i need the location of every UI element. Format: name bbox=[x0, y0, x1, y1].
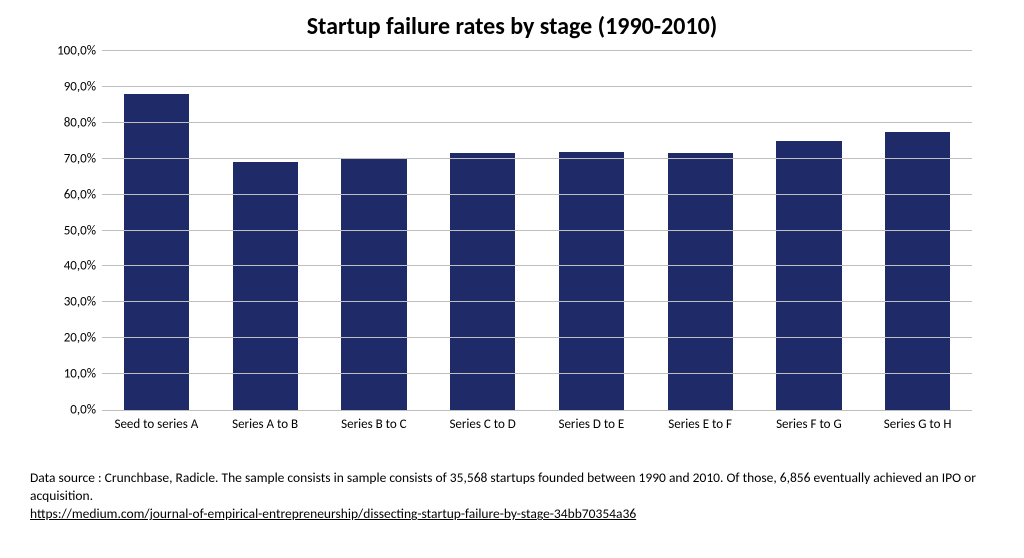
gridline bbox=[102, 50, 972, 51]
y-tick-label: 50,0% bbox=[64, 223, 102, 238]
gridline bbox=[102, 122, 972, 123]
bar-slot bbox=[755, 51, 864, 410]
chart-title: Startup failure rates by stage (1990-201… bbox=[30, 12, 994, 41]
bar-slot bbox=[537, 51, 646, 410]
bar bbox=[559, 152, 624, 410]
bar-slot bbox=[428, 51, 537, 410]
gridline bbox=[102, 337, 972, 338]
plot-region: 0,0%10,0%20,0%30,0%40,0%50,0%60,0%70,0%8… bbox=[102, 51, 972, 411]
y-tick-label: 30,0% bbox=[64, 295, 102, 310]
footer-source-link[interactable]: https://medium.com/journal-of-empirical-… bbox=[30, 505, 636, 522]
y-tick-label: 60,0% bbox=[64, 187, 102, 202]
y-tick-label: 80,0% bbox=[64, 115, 102, 130]
bar-slot bbox=[320, 51, 429, 410]
gridline bbox=[102, 265, 972, 266]
x-tick-label: Series A to B bbox=[211, 411, 320, 451]
chart-footer: Data source : Crunchbase, Radicle. The s… bbox=[30, 469, 994, 524]
x-tick-label: Series F to G bbox=[755, 411, 864, 451]
x-tick-label: Series D to E bbox=[537, 411, 646, 451]
bar-slot bbox=[211, 51, 320, 410]
x-tick-label: Series G to H bbox=[863, 411, 972, 451]
x-tick-label: Series B to C bbox=[320, 411, 429, 451]
footer-text: Data source : Crunchbase, Radicle. The s… bbox=[30, 469, 976, 504]
y-tick-label: 90,0% bbox=[64, 79, 102, 94]
bar bbox=[450, 153, 515, 410]
y-tick-label: 0,0% bbox=[70, 403, 102, 418]
gridline bbox=[102, 301, 972, 302]
gridline bbox=[102, 373, 972, 374]
y-tick-label: 100,0% bbox=[57, 44, 102, 59]
bar-slot bbox=[102, 51, 211, 410]
bar bbox=[668, 153, 733, 410]
y-tick-label: 10,0% bbox=[64, 367, 102, 382]
bars-group bbox=[102, 51, 972, 410]
chart-container: Startup failure rates by stage (1990-201… bbox=[0, 0, 1024, 558]
y-tick-label: 70,0% bbox=[64, 151, 102, 166]
y-tick-label: 20,0% bbox=[64, 331, 102, 346]
chart-area: 0,0% 10,0% 20,0% 30,0% 40,0% 50,0% 60,0% 70,0% 8… bbox=[42, 51, 982, 451]
x-tick-label: Series E to F bbox=[646, 411, 755, 451]
y-tick-label: 40,0% bbox=[64, 259, 102, 274]
x-tick-label: Seed to series A bbox=[102, 411, 211, 451]
gridline bbox=[102, 158, 972, 159]
bar bbox=[124, 94, 189, 410]
x-axis-labels: Seed to series ASeries A to BSeries B to… bbox=[102, 411, 972, 451]
x-tick-label: Series C to D bbox=[428, 411, 537, 451]
gridline bbox=[102, 230, 972, 231]
bar bbox=[885, 132, 950, 410]
gridline bbox=[102, 194, 972, 195]
bar-slot bbox=[646, 51, 755, 410]
gridline bbox=[102, 86, 972, 87]
bar bbox=[776, 141, 841, 410]
bar-slot bbox=[863, 51, 972, 410]
